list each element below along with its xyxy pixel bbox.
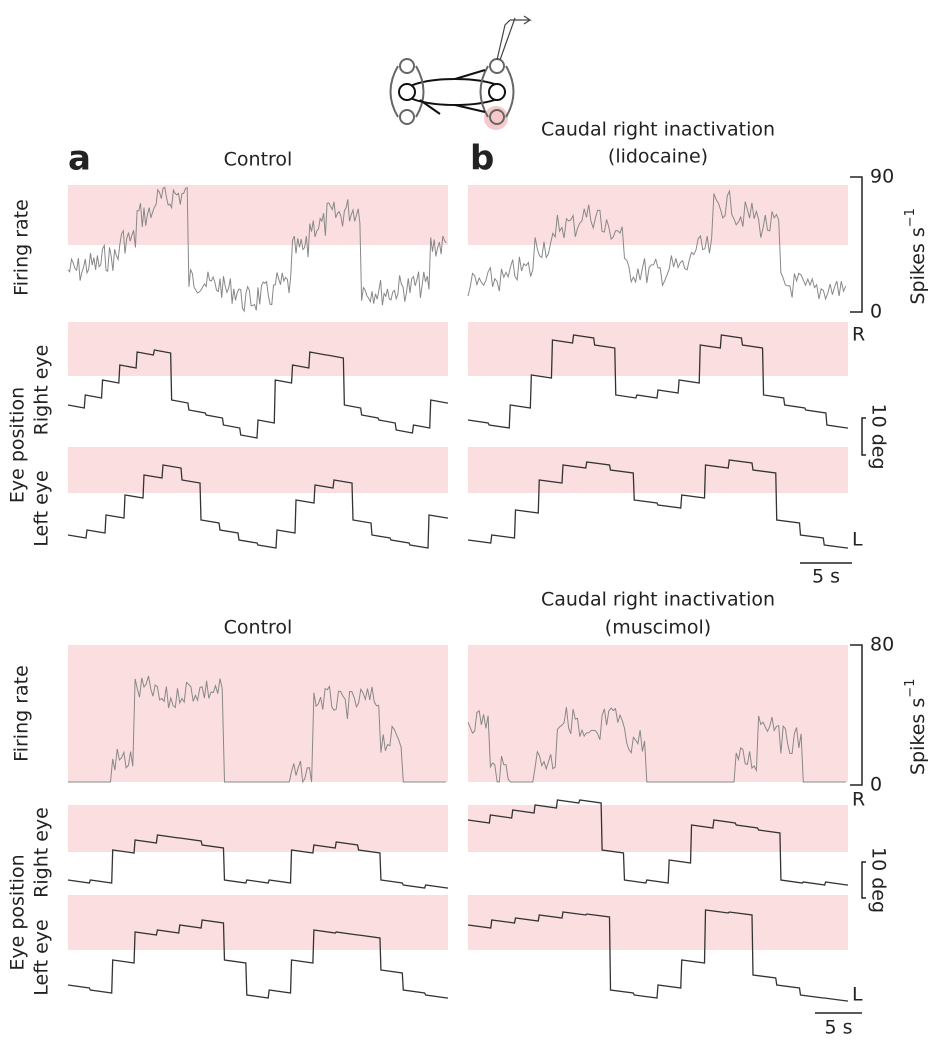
- direction-label: R: [852, 324, 865, 346]
- shaded-band: [468, 447, 848, 493]
- panel-title: Caudal right inactivation: [541, 589, 775, 611]
- scale-label: 10 deg: [868, 403, 890, 469]
- scale-label: 0: [870, 301, 882, 323]
- unit-label: Spikes s−1: [903, 208, 929, 304]
- firing-trace: [467, 707, 846, 783]
- firing-trace: [467, 189, 847, 301]
- shaded-band: [68, 895, 448, 950]
- panel-title: (muscimol): [605, 617, 711, 639]
- direction-label: L: [852, 984, 863, 1006]
- firing-trace: [67, 186, 447, 313]
- row-label: Left eye: [31, 470, 53, 546]
- panel-title: Caudal right inactivation: [541, 119, 775, 141]
- shaded-band: [68, 322, 448, 376]
- direction-label: L: [852, 529, 863, 551]
- panel-title: Control: [224, 617, 293, 639]
- scale-label: 5 s: [824, 1017, 852, 1039]
- panel-label: a: [68, 139, 91, 179]
- scale-label: 90: [870, 166, 894, 188]
- scale-bar: [861, 861, 866, 899]
- scale-label: 0: [870, 774, 882, 796]
- shaded-band: [68, 805, 448, 852]
- unit-label: Spikes s: [907, 698, 929, 775]
- unit-label: −1: [903, 679, 918, 698]
- circuit-diagram: [389, 15, 532, 130]
- left-eye-trace: [67, 464, 448, 549]
- left-eye-trace: [467, 459, 848, 549]
- right-eye-trace: [67, 349, 448, 439]
- unit-label: Spikes s−1: [903, 679, 929, 775]
- row-label: Right eye: [31, 807, 53, 898]
- row-label: Right eye: [31, 345, 53, 436]
- panel-label: b: [470, 139, 494, 179]
- panel-title: Control: [224, 149, 293, 171]
- right-eye-trace: [467, 334, 848, 429]
- direction-label: R: [852, 789, 865, 811]
- shaded-band: [68, 185, 448, 245]
- scale-label: 5 s: [812, 566, 840, 588]
- row-label: Firing rate: [11, 199, 33, 296]
- left-eye-trace: [67, 919, 448, 999]
- shaded-band: [68, 447, 448, 493]
- row-label: Eye position: [7, 387, 29, 503]
- scale-bar: [850, 176, 863, 313]
- row-label: Firing rate: [11, 665, 33, 762]
- right-eye-trace: [467, 799, 848, 886]
- right-eye-trace: [67, 834, 448, 889]
- firing-trace: [68, 675, 446, 784]
- panel-title: (lidocaine): [608, 146, 708, 168]
- row-label: Eye position: [7, 854, 29, 970]
- row-label: Left eye: [31, 919, 53, 995]
- scale-bar: [850, 644, 863, 786]
- unit-label: Spikes s: [907, 227, 929, 304]
- shaded-band: [468, 895, 848, 950]
- shaded-band: [468, 185, 848, 245]
- scale-label: 80: [870, 634, 894, 656]
- shaded-band: [468, 322, 848, 376]
- unit-label: −1: [903, 208, 918, 227]
- left-eye-trace: [467, 909, 848, 1002]
- shaded-band: [468, 645, 848, 782]
- scale-label: 10 deg: [868, 847, 890, 913]
- scale-bar: [861, 417, 866, 456]
